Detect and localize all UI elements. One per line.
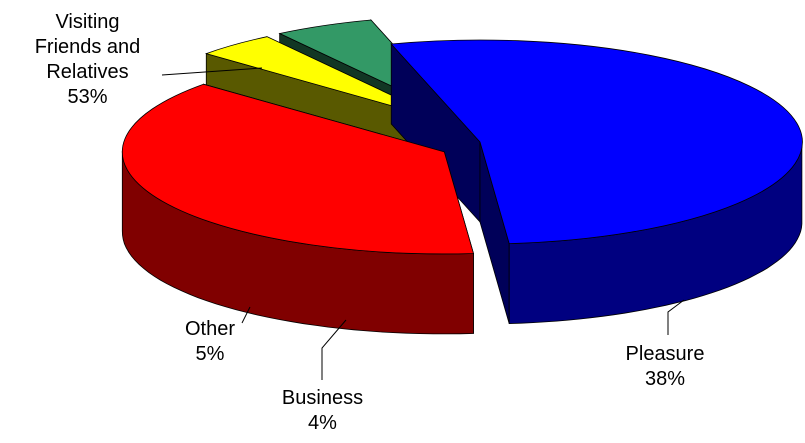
slice-pleasure — [121, 83, 475, 335]
leader-line-business — [321, 319, 347, 380]
label-vfr-percent: 53% — [67, 86, 108, 108]
label-other-percent: 5% — [195, 343, 225, 365]
label-other-name: Other — [184, 318, 236, 340]
leader-lines — [161, 67, 685, 380]
label-vfr-line1: Visiting — [55, 11, 120, 33]
label-pleasure-name: Pleasure — [625, 343, 705, 365]
leader-line-vfr — [161, 67, 263, 76]
slices-layer — [121, 18, 803, 335]
label-business-percent: 4% — [308, 412, 337, 434]
label-vfr: Visiting Friends and Relatives 53% — [0, 10, 175, 110]
label-vfr-line3: Relatives — [46, 61, 129, 83]
slice-top — [204, 36, 448, 122]
slice-visiting-friends-and-relatives — [390, 39, 803, 325]
label-other: Other 5% — [170, 317, 250, 367]
label-pleasure: Pleasure 38% — [600, 342, 730, 392]
leader-line-pleasure — [667, 299, 685, 335]
slice-top — [390, 39, 803, 245]
leader-line-other — [241, 306, 251, 324]
label-business-name: Business — [281, 387, 364, 409]
slice-top — [121, 83, 475, 255]
label-business: Business 4% — [255, 386, 390, 436]
label-pleasure-percent: 38% — [644, 368, 686, 390]
label-vfr-line2: Friends and — [34, 36, 141, 58]
